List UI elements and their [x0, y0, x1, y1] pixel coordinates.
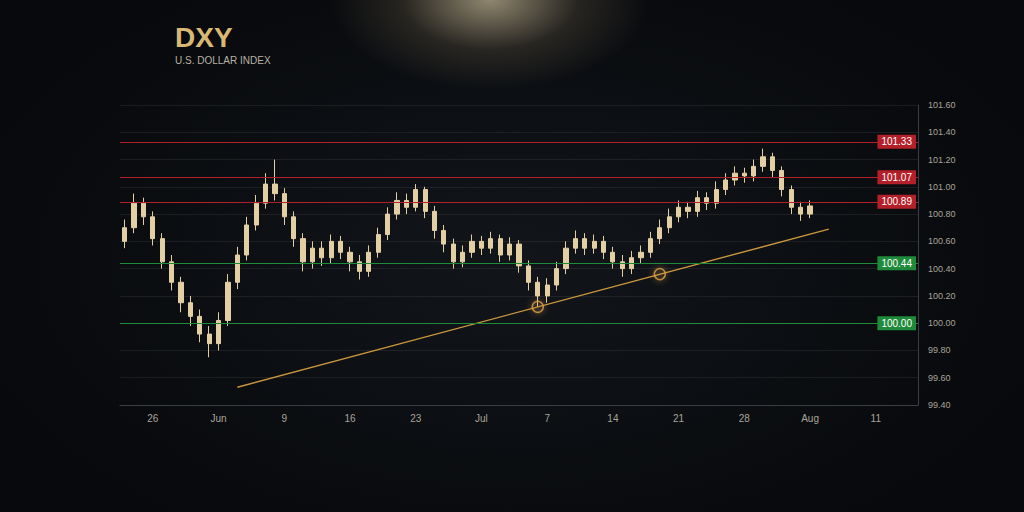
- svg-text:100.00: 100.00: [881, 318, 912, 329]
- svg-text:Aug: Aug: [801, 413, 819, 424]
- svg-text:23: 23: [410, 413, 422, 424]
- svg-text:100.60: 100.60: [928, 236, 956, 246]
- svg-text:100.44: 100.44: [881, 258, 912, 269]
- svg-text:101.33: 101.33: [881, 136, 912, 147]
- svg-text:101.00: 101.00: [928, 182, 956, 192]
- svg-text:100.40: 100.40: [928, 264, 956, 274]
- svg-text:28: 28: [739, 413, 751, 424]
- svg-text:U.S. DOLLAR INDEX: U.S. DOLLAR INDEX: [175, 55, 271, 66]
- svg-text:101.60: 101.60: [928, 100, 956, 110]
- svg-text:16: 16: [344, 413, 356, 424]
- svg-text:99.80: 99.80: [928, 345, 951, 355]
- svg-text:21: 21: [673, 413, 685, 424]
- svg-text:100.00: 100.00: [928, 318, 956, 328]
- svg-text:26: 26: [147, 413, 159, 424]
- svg-text:100.80: 100.80: [928, 209, 956, 219]
- svg-text:11: 11: [871, 413, 882, 424]
- svg-text:101.20: 101.20: [928, 155, 956, 165]
- svg-text:Jun: Jun: [211, 413, 227, 424]
- svg-text:99.60: 99.60: [928, 373, 951, 383]
- svg-text:9: 9: [282, 413, 288, 424]
- svg-text:101.07: 101.07: [881, 172, 912, 183]
- svg-text:Jul: Jul: [475, 413, 488, 424]
- svg-text:99.40: 99.40: [928, 400, 951, 410]
- svg-text:100.20: 100.20: [928, 291, 956, 301]
- svg-text:101.40: 101.40: [928, 127, 956, 137]
- svg-text:7: 7: [544, 413, 550, 424]
- svg-text:100.89: 100.89: [881, 196, 912, 207]
- svg-text:DXY: DXY: [175, 22, 233, 53]
- svg-text:14: 14: [607, 413, 619, 424]
